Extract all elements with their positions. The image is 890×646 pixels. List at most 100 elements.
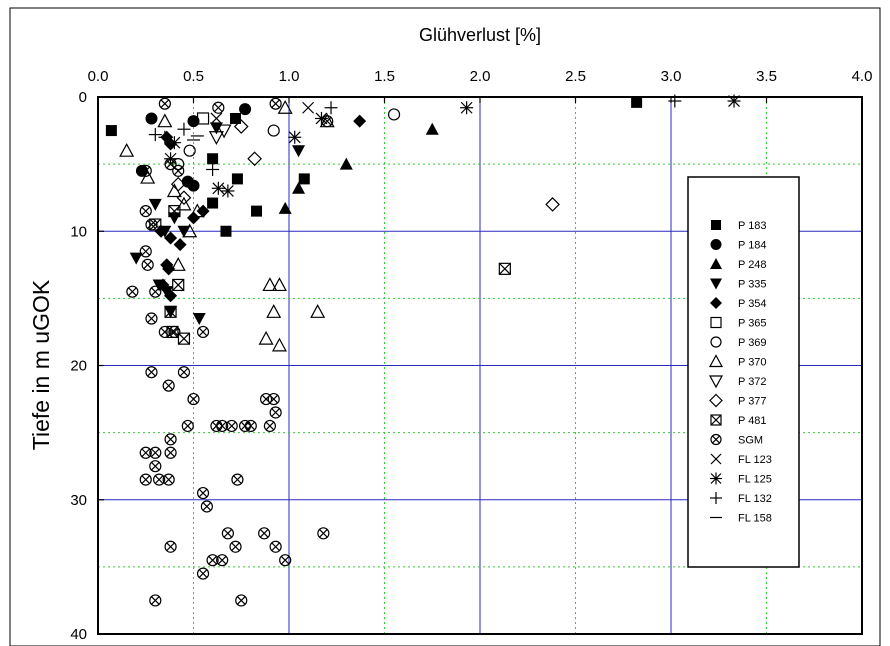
point-sgm [235,594,248,607]
point-p-183 [298,173,310,185]
point-p-248 [339,157,353,170]
point-sgm [162,379,175,392]
point-p-370 [266,304,282,318]
point-p-372 [216,124,232,139]
x-tick-label: 2.0 [470,68,491,85]
x-tick-label: 0.5 [183,68,204,85]
point-p-184 [135,164,148,177]
point-p-183 [220,225,232,237]
legend-label-p-370: P 370 [738,357,767,369]
point-sgm [216,419,229,433]
point-p-377 [545,197,560,212]
point-p-354 [154,224,168,238]
point-p-481 [177,332,191,345]
legend-label-p-335: P 335 [738,279,767,291]
point-p-370 [262,277,278,292]
legend-marker-p-248 [710,258,722,269]
legend-label-p-184: P 184 [738,240,767,252]
point-p-183 [231,173,243,185]
legend-label-fl-125: FL 125 [738,474,772,486]
legend-label-p-481: P 481 [738,415,767,427]
point-p-365 [196,112,210,125]
point-sgm [317,527,330,540]
x-tick-label: 3.5 [756,68,777,85]
point-sgm [187,392,200,406]
point-p-370 [157,113,173,128]
legend-label-p-354: P 354 [738,298,767,310]
x-tick-label: 0.0 [88,68,109,85]
point-sgm [196,567,210,580]
legend-label-fl-132: FL 132 [738,493,772,505]
legend-marker-p-370 [708,354,724,368]
point-p-184 [145,112,158,125]
y-tick-label: 10 [70,223,87,240]
point-sgm [126,285,139,298]
point-sgm [168,325,181,339]
legend-marker-p-377 [709,393,723,408]
point-p-377 [233,119,249,134]
point-sgm [158,325,171,339]
point-p-377 [176,190,192,206]
point-sgm [139,473,152,486]
point-p-248 [425,122,439,135]
point-p-370 [271,277,287,292]
point-p-370 [271,337,287,352]
legend-marker-fl-132 [710,492,722,504]
y-tick-label: 40 [70,626,87,643]
point-sgm [145,218,158,231]
point-sgm [279,554,292,567]
legend-label-fl-123: FL 123 [738,454,772,466]
point-sgm [258,527,271,540]
x-tick-label: 4.0 [852,68,873,85]
y-tick-labels: 0 10 20 30 40 [70,89,87,643]
point-p-335 [148,198,162,211]
x-tick-label: 1.0 [279,68,300,85]
point-sgm [164,433,177,446]
point-sgm [269,540,282,553]
point-p-481 [164,305,177,318]
point-fl-132 [148,128,162,142]
point-p-369 [267,124,280,137]
legend-marker-sgm [710,433,722,446]
point-p-370 [189,203,205,218]
point-sgm [149,460,162,473]
point-sgm [229,540,242,553]
y-tick-label: 30 [70,492,87,509]
legend-marker-p-369 [710,336,722,348]
point-p-481 [172,278,185,292]
point-sgm [216,554,229,567]
point-sgm [164,446,177,459]
point-sgm [149,285,162,298]
point-sgm [181,419,194,433]
legend-marker-p-372 [708,375,724,389]
point-sgm [231,473,244,486]
point-sgm [164,540,177,553]
point-p-481 [168,205,181,218]
point-sgm [221,527,234,540]
point-sgm [141,258,154,271]
x-axis-title: Glühverlust [%] [419,25,541,45]
point-p-369 [183,144,196,157]
point-fl-125 [460,101,474,115]
point-p-370 [310,304,326,318]
point-sgm [269,97,282,110]
point-p-354 [173,238,187,252]
legend-marker-p-354 [710,297,722,309]
point-fl-125 [211,181,225,195]
point-p-183 [207,197,219,209]
legend-label-p-369: P 369 [738,337,767,349]
point-p-335 [129,252,143,265]
point-fl-132 [177,122,191,136]
point-sgm [196,325,210,339]
point-fl-125 [288,130,302,144]
point-p-370 [277,99,293,114]
point-sgm [158,97,171,110]
point-sgm [139,205,152,218]
point-p-354 [162,262,176,276]
point-sgm [153,473,166,486]
point-sgm [206,554,219,567]
legend-marker-p-481 [710,414,722,426]
point-p-184 [239,103,252,116]
point-sgm [225,419,238,433]
point-p-183 [105,125,117,137]
